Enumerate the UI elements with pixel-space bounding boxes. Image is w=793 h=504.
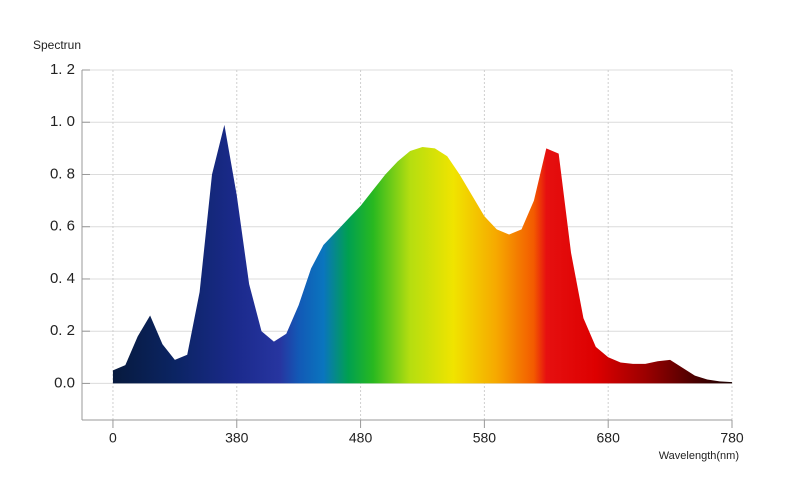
x-tick-label: 680 [597,430,621,446]
x-tick-label: 0 [109,430,117,446]
spectrum-area [112,124,732,384]
x-tick-label: 780 [720,430,744,446]
y-tick-label: 0.0 [54,374,75,391]
y-tick-label: 0. 2 [50,322,75,339]
y-tick-label: 1. 2 [50,61,75,78]
x-tick-label: 480 [349,430,373,446]
y-tick-label: 0. 4 [50,270,75,287]
x-axis-label: Wavelength(nm) [659,450,739,462]
y-tick-label: 0. 8 [50,165,75,182]
x-tick-label: 380 [225,430,249,446]
y-tick-label: 0. 6 [50,218,75,235]
chart-title: Spectrun [33,38,81,52]
x-tick-label: 580 [473,430,497,446]
y-tick-label: 1. 0 [50,113,75,130]
